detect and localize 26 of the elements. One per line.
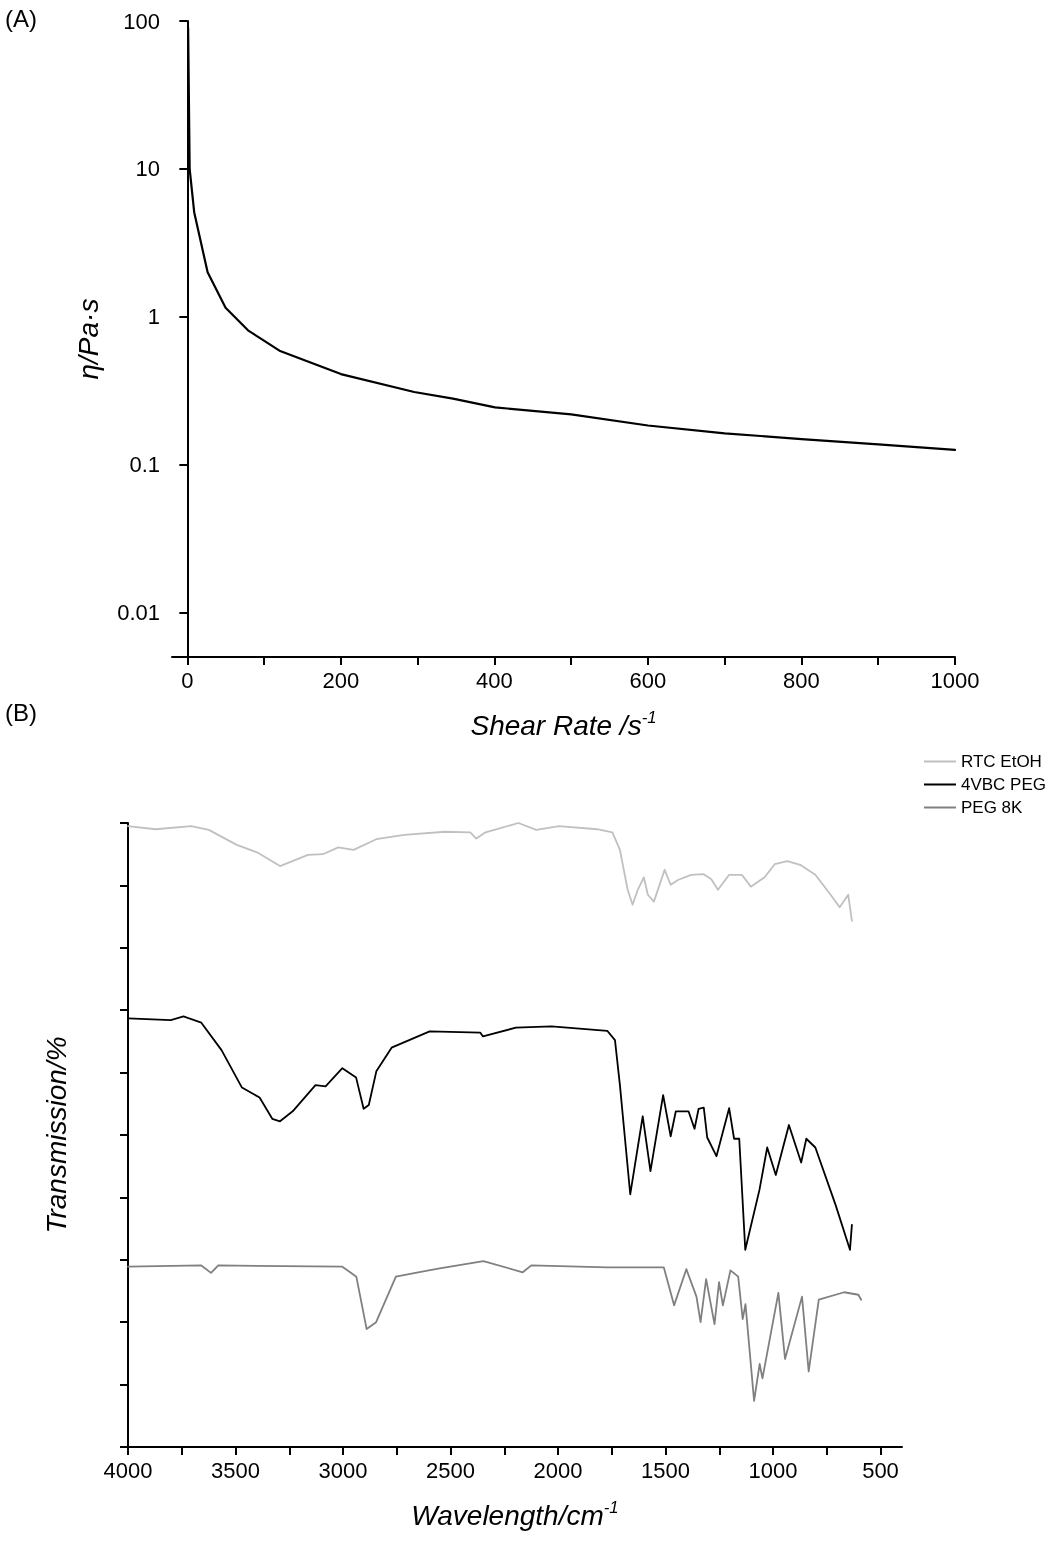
x-tick-label: 2500 (426, 1457, 475, 1483)
x-tick-label: 3500 (211, 1457, 260, 1483)
x-tick-label: 1000 (930, 667, 980, 693)
x-tick-label: 200 (322, 667, 360, 693)
y-tick-label: 100 (123, 8, 160, 34)
x-tick-label: 400 (476, 667, 513, 693)
x-tick-label: 800 (783, 667, 820, 693)
y-axis-title: Transmission/% (40, 1036, 72, 1234)
x-tick-label: 4000 (103, 1457, 153, 1483)
text: (A) (5, 4, 37, 32)
x-tick-label: 3000 (318, 1457, 368, 1483)
x-tick-label: 1000 (748, 1457, 798, 1483)
legend-label: RTC EtOH (960, 752, 1042, 771)
x-tick-label: 600 (629, 667, 667, 693)
y-tick-label: 1 (147, 304, 160, 330)
legend-label: 4VBC PEG (960, 775, 1047, 794)
text: (B) (5, 698, 37, 726)
y-tick-label: 0.01 (117, 600, 160, 626)
legend-label: PEG 8K (960, 798, 1024, 817)
y-tick-label: 10 (135, 156, 160, 182)
x-tick-label: 500 (862, 1457, 899, 1483)
y-axis-title: η/Pa·s (72, 298, 104, 380)
x-tick-label: 0 (181, 667, 194, 693)
x-tick-label: 1500 (641, 1457, 690, 1483)
y-tick-label: 0.1 (129, 452, 160, 478)
x-tick-label: 2000 (533, 1457, 583, 1483)
